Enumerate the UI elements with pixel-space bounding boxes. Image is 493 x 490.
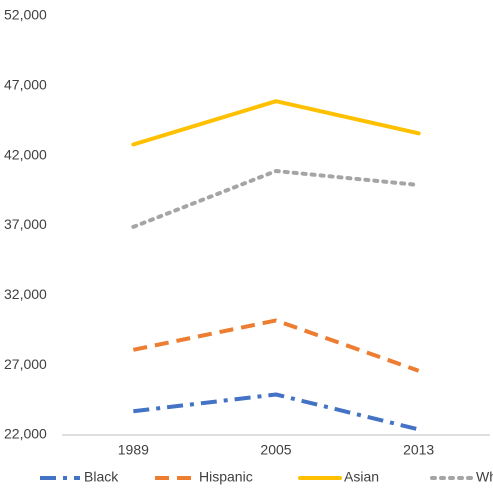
y-tick-label: 47,000 <box>4 77 47 93</box>
series-line <box>132 318 420 373</box>
x-tick-label: 2005 <box>260 442 291 458</box>
x-tick-label: 2013 <box>403 442 434 458</box>
y-tick-label: 32,000 <box>4 286 47 302</box>
x-tick-label: 1989 <box>118 442 149 458</box>
legend-label: Black <box>84 469 119 485</box>
y-tick-label: 52,000 <box>4 7 47 23</box>
y-tick-label: 42,000 <box>4 146 47 162</box>
y-tick-label: 27,000 <box>4 356 47 372</box>
legend-label: White <box>476 469 493 485</box>
y-tick-label: 37,000 <box>4 216 47 232</box>
series-line <box>131 169 421 229</box>
series-line <box>131 99 421 147</box>
legend-label: Asian <box>344 469 379 485</box>
legend-label: Hispanic <box>199 469 253 485</box>
y-tick-label: 22,000 <box>4 426 47 442</box>
series-line <box>133 392 420 432</box>
